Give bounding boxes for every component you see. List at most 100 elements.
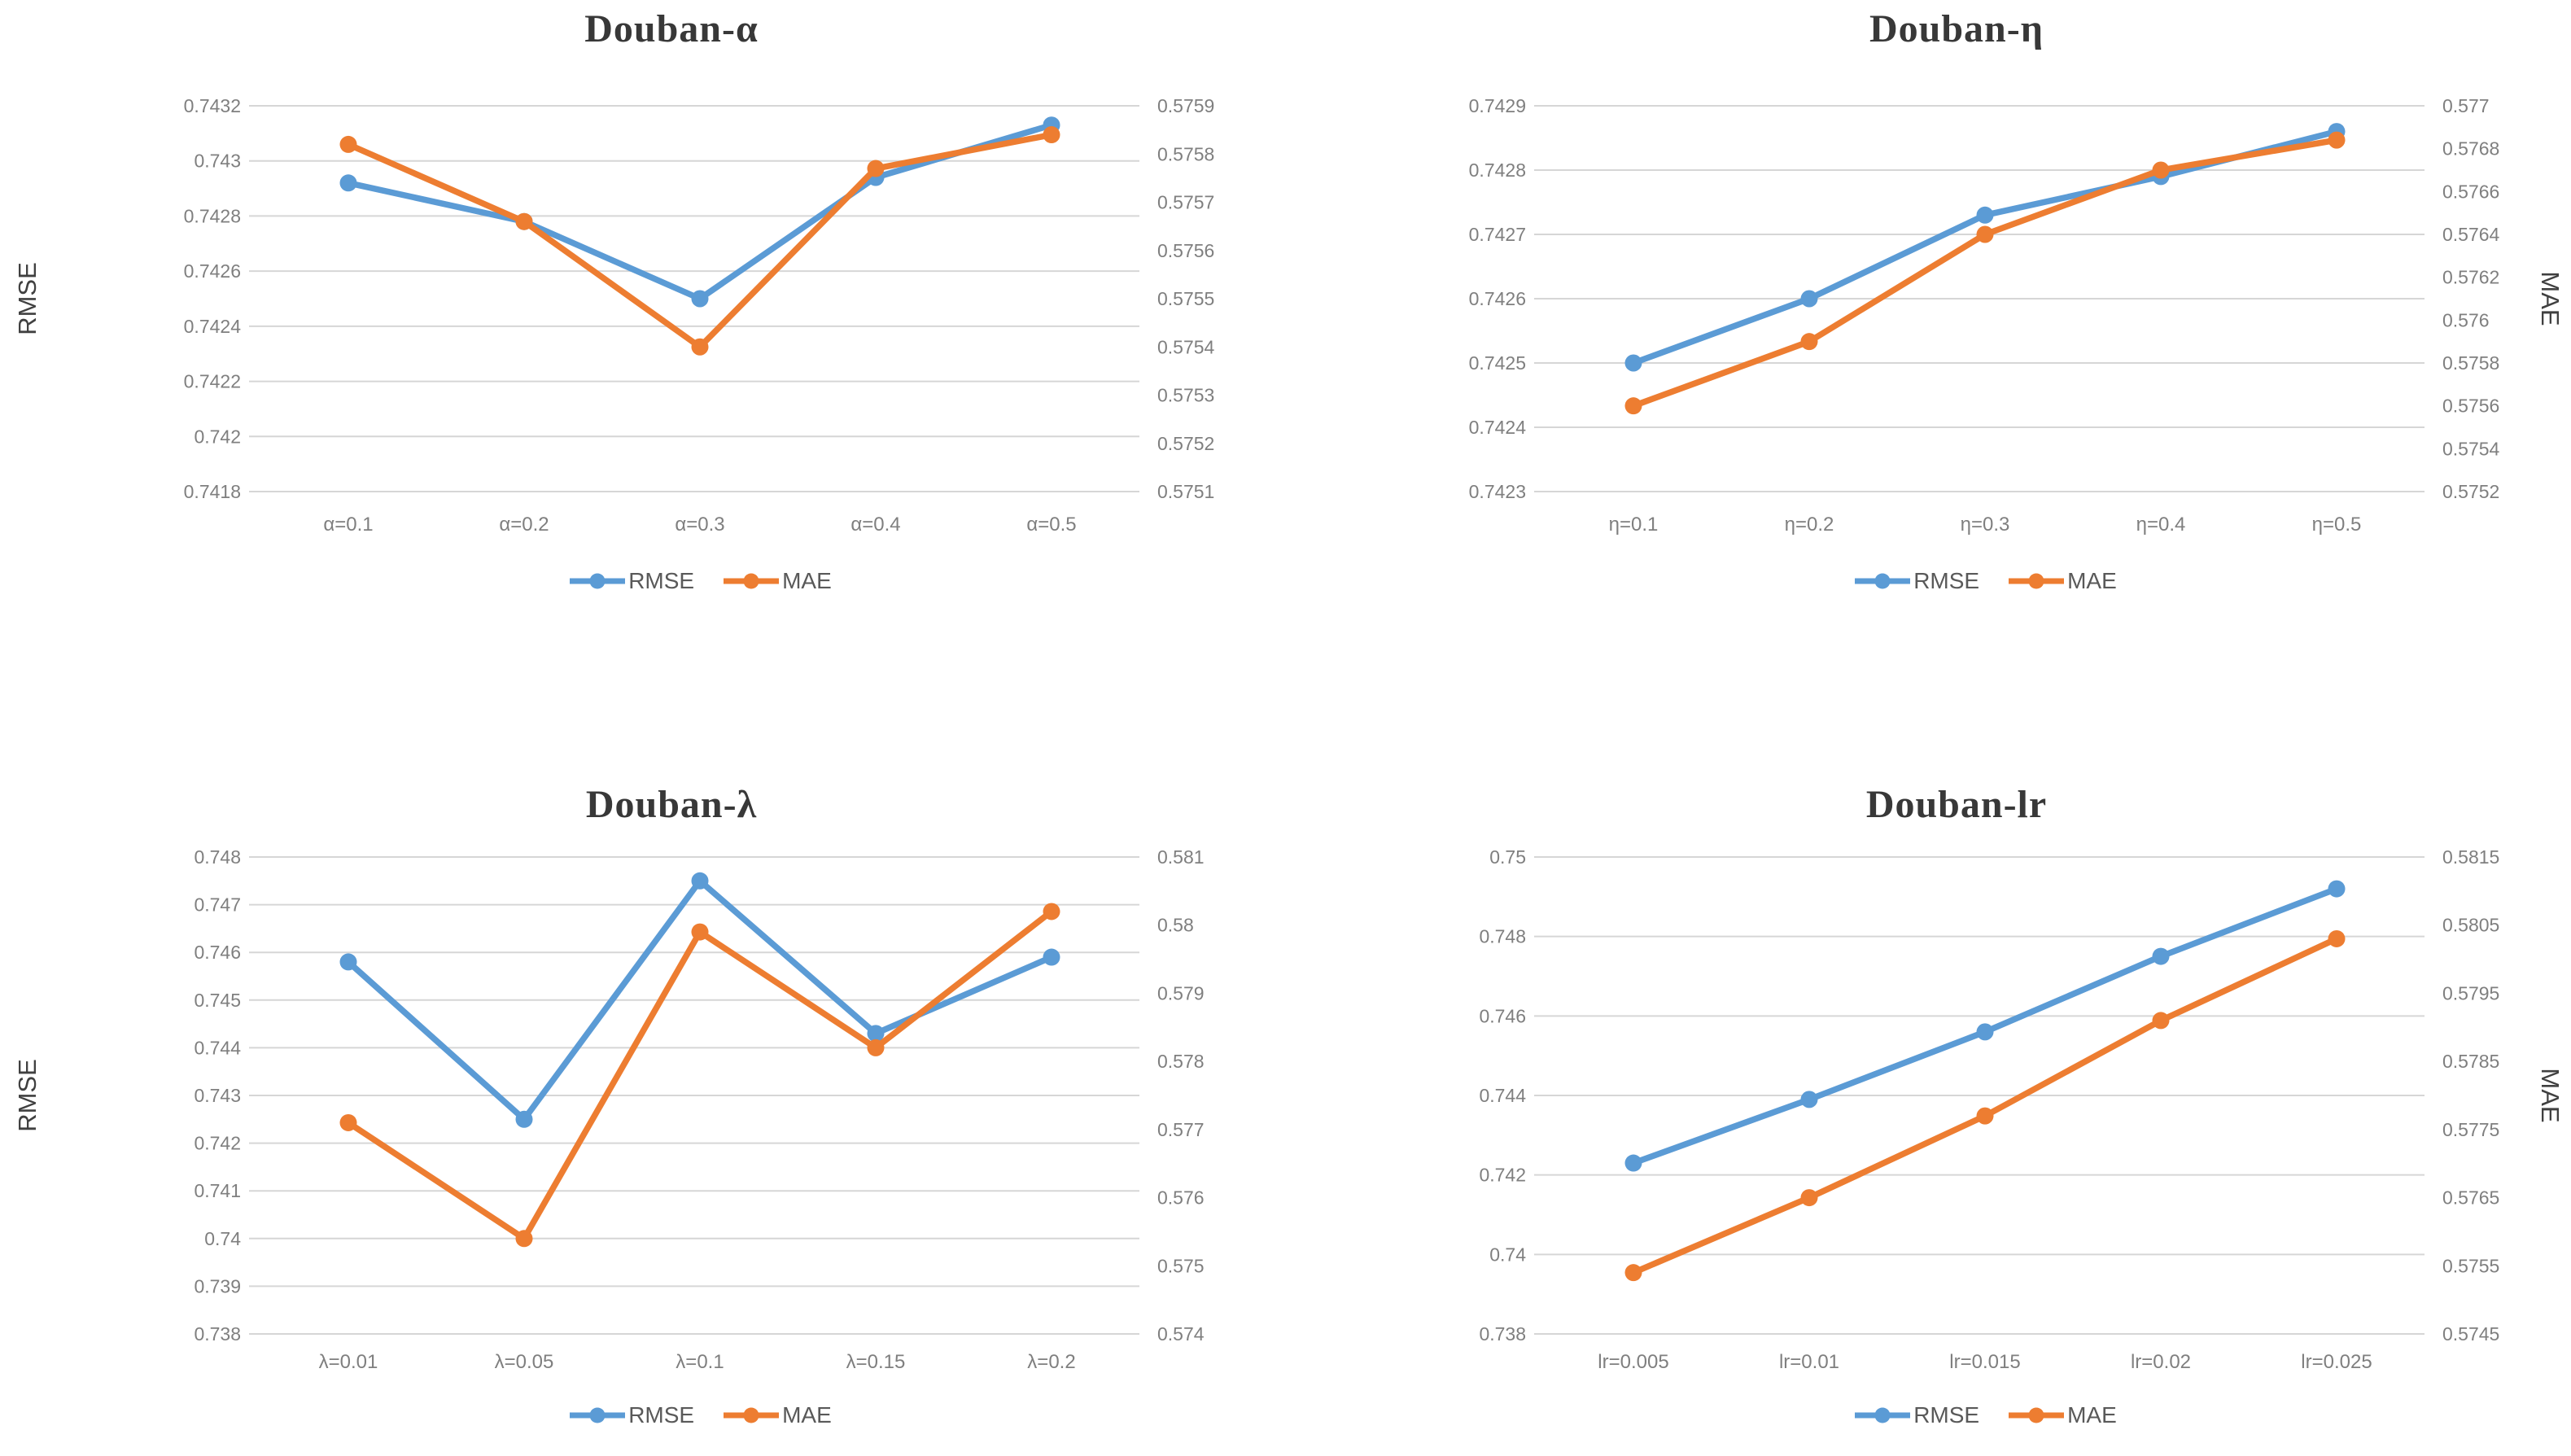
right-axis-tick-label: 0.58 — [1157, 915, 1194, 936]
right-axis-tick-label: 0.5755 — [2442, 1255, 2499, 1276]
chart-title: Douban-lr — [1865, 783, 2048, 826]
rmse-data-point-marker — [1800, 290, 1818, 308]
mae-data-point-marker — [515, 1230, 533, 1248]
right-axis-tick-label: 0.574 — [1157, 1323, 1205, 1345]
chart-plot-area: 0.748 0.747 0.746 0.745 0.744 0.743 0.742 0.741… — [13, 846, 1205, 1373]
rmse-data-point-marker — [1624, 1154, 1642, 1172]
rmse-legend-marker-icon — [1855, 1407, 1911, 1423]
chart-legend: RMSE MAE — [1546, 1402, 2425, 1428]
chart-plot-area: 0.7432 0.743 0.7428 0.7426 0.7424 0.7422 0.742… — [13, 95, 1215, 536]
left-axis-tick-label: 0.7423 — [1469, 481, 1526, 502]
legend-item-rmse: RMSE — [568, 1402, 694, 1428]
right-axis-tick-label: 0.5762 — [2442, 267, 2499, 288]
rmse-data-point-marker — [2152, 947, 2170, 965]
rmse-data-point-marker — [867, 1025, 885, 1043]
left-axis-tick-label: 0.7428 — [184, 205, 241, 226]
x-category-label: η=0.4 — [2136, 514, 2186, 536]
mae-line — [347, 131, 1052, 350]
legend-item-label: MAE — [782, 568, 832, 593]
mae-legend-marker-icon — [2009, 1407, 2065, 1423]
mae-data-point-marker — [515, 212, 533, 230]
chart-panel-douban-alpha: Douban-α 0.7432 0.743 0.7428 0.7426 0.7424 0.… — [0, 0, 1286, 728]
mae-data-point-marker — [1976, 225, 1994, 243]
right-axis-tick-label: 0.576 — [2442, 309, 2490, 330]
right-axis-tick-label: 0.5753 — [1157, 385, 1214, 406]
legend-item-mae: MAE — [2007, 1402, 2117, 1428]
mae-data-point-marker — [2328, 929, 2346, 947]
left-axis-tick-label: 0.738 — [1479, 1323, 1526, 1345]
rmse-legend-marker-icon — [570, 1407, 626, 1423]
right-axis-tick-label: 0.5795 — [2442, 982, 2499, 1003]
rmse-line — [1632, 128, 2337, 366]
left-axis-tick-label: 0.7422 — [184, 371, 241, 392]
rmse-data-point-marker — [1800, 1091, 1818, 1108]
legend-dot — [1874, 573, 1891, 589]
mae-legend-marker-icon — [2009, 573, 2065, 589]
left-axis-tick-label: 0.7424 — [1469, 417, 1527, 438]
legend-item-mae: MAE — [722, 568, 832, 594]
right-axis-tick-label: 0.5805 — [2442, 915, 2499, 936]
x-category-label: λ=0.1 — [676, 1351, 724, 1373]
legend-item-label: MAE — [782, 1402, 832, 1428]
rmse-data-point-marker — [691, 872, 709, 890]
left-axis-tick-label: 0.739 — [194, 1275, 241, 1296]
legend-item-mae: MAE — [2007, 568, 2117, 594]
x-category-label: α=0.3 — [675, 514, 724, 536]
legend-dot — [589, 573, 606, 589]
rmse-data-point-marker — [1624, 354, 1642, 372]
x-category-label: lr=0.01 — [1779, 1351, 1839, 1373]
x-category-label: η=0.1 — [1609, 514, 1659, 536]
left-axis-tick-label: 0.742 — [1479, 1165, 1526, 1186]
legend-item-rmse: RMSE — [568, 568, 694, 594]
legend-item-label: RMSE — [1913, 568, 1980, 593]
left-axis-tick-label: 0.7418 — [184, 481, 241, 502]
left-axis-tick-label: 0.7426 — [1469, 288, 1526, 309]
rmse-legend-marker-icon — [570, 573, 626, 589]
right-axis-title: MAE — [2536, 1068, 2564, 1122]
right-axis-tick-label: 0.5768 — [2442, 138, 2499, 160]
rmse-data-point-marker — [1976, 1023, 1994, 1041]
mae-data-point-marker — [1624, 1264, 1642, 1282]
right-axis-tick-label: 0.5785 — [2442, 1051, 2499, 1072]
chart-title: Douban-η — [1869, 7, 2044, 50]
x-category-label: λ=0.01 — [319, 1351, 378, 1373]
x-category-label: lr=0.015 — [1949, 1351, 2020, 1373]
left-axis-tick-label: 0.7426 — [184, 260, 241, 282]
right-axis-tick-label: 0.5754 — [1157, 336, 1215, 357]
x-category-label: α=0.2 — [499, 514, 549, 536]
mae-legend-marker-icon — [724, 1407, 780, 1423]
chart-panel-douban-lambda: Douban-λ 0.748 0.747 0.746 0.745 0.744 0.743 0… — [0, 728, 1286, 1456]
left-axis-tick-label: 0.746 — [1479, 1005, 1526, 1026]
legend-item-label: RMSE — [628, 1402, 695, 1428]
left-axis-title: RMSE — [13, 262, 42, 335]
chart-title: Douban-α — [584, 7, 759, 50]
right-axis-tick-label: 0.5766 — [2442, 181, 2499, 202]
right-axis-tick-label: 0.5757 — [1157, 192, 1214, 213]
left-axis-tick-label: 0.7425 — [1469, 352, 1526, 374]
right-axis-tick-label: 0.577 — [1157, 1119, 1205, 1140]
mae-data-point-marker — [1043, 903, 1060, 920]
left-axis-tick-label: 0.743 — [194, 151, 241, 172]
right-axis-tick-label: 0.5758 — [2442, 352, 2499, 374]
chart-legend: RMSE MAE — [260, 568, 1139, 594]
legend-item-label: MAE — [2067, 1402, 2117, 1428]
rmse-line — [348, 122, 1053, 302]
left-axis-tick-label: 0.743 — [194, 1085, 241, 1106]
mae-data-point-marker — [691, 923, 709, 941]
mae-data-point-marker — [867, 1038, 885, 1056]
right-axis-tick-label: 0.5752 — [1157, 433, 1214, 454]
mae-legend-marker-icon — [724, 573, 780, 589]
left-axis-tick-label: 0.742 — [194, 1133, 241, 1154]
legend-item-label: MAE — [2067, 568, 2117, 593]
right-axis-tick-label: 0.578 — [1157, 1051, 1205, 1072]
left-axis-tick-label: 0.748 — [1479, 926, 1526, 947]
right-axis-tick-label: 0.5756 — [2442, 396, 2499, 417]
x-category-label: lr=0.02 — [2131, 1351, 2191, 1373]
legend-dot — [743, 573, 759, 589]
right-axis-tick-label: 0.5758 — [1157, 143, 1214, 164]
chart-panel-douban-eta: Douban-η 0.7429 0.7428 0.7427 0.7426 0.7425 0… — [1285, 0, 2571, 728]
left-axis-tick-label: 0.745 — [194, 990, 241, 1011]
mae-line — [1632, 137, 2337, 409]
mae-data-point-marker — [339, 1113, 357, 1131]
